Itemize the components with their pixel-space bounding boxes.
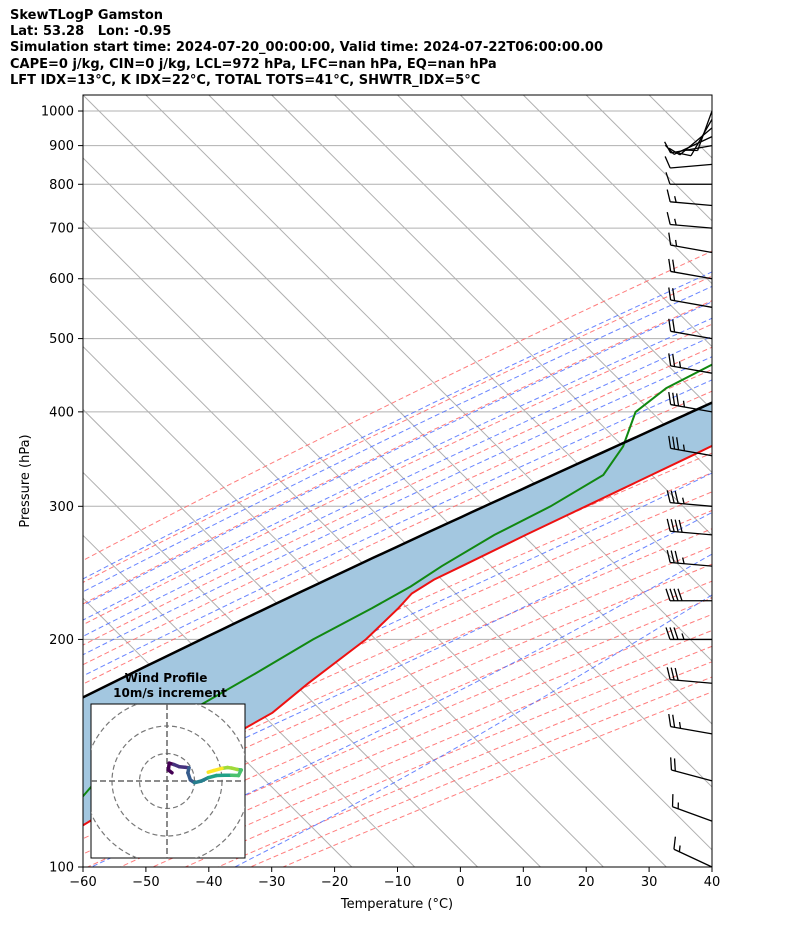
- isotherm-line: [334, 95, 712, 474]
- location-line: Lat: 53.28 Lon: -0.95: [10, 24, 172, 40]
- isotherm-line: [271, 95, 712, 537]
- dry-adiabat-line: [250, 676, 712, 867]
- y-tick-label: 400: [49, 405, 74, 420]
- moist-adiabat-line: [83, 271, 712, 580]
- isotherm-line: [83, 345, 604, 867]
- isotherm-line: [83, 408, 541, 867]
- isotherm-line: [83, 471, 478, 867]
- wind-barb: [666, 189, 713, 207]
- moist-adiabat-line: [83, 301, 712, 606]
- isotherm-line: [83, 534, 416, 867]
- x-tick-label: −40: [195, 875, 222, 890]
- y-tick-label: 1000: [41, 105, 74, 120]
- y-tick-label: 800: [49, 178, 74, 193]
- x-tick-label: −10: [384, 875, 411, 890]
- dry-adiabat-line: [83, 346, 712, 646]
- moist-adiabat-line: [83, 511, 712, 815]
- x-tick-label: −30: [258, 875, 285, 890]
- isotherm-line: [397, 95, 712, 411]
- cape-line: CAPE=0 j/kg, CIN=0 j/kg, LCL=972 hPa, LF…: [10, 56, 497, 72]
- wind-barb: [666, 518, 713, 536]
- indices-line: LFT IDX=13°C, K IDX=22°C, TOTAL TOTS=41°…: [10, 72, 481, 88]
- simulation-time-line: Simulation start time: 2024-07-20_00:00:…: [10, 40, 603, 56]
- wind-barb: [665, 172, 712, 185]
- y-axis-label: Pressure (hPa): [18, 434, 33, 527]
- isotherm-line: [83, 95, 712, 725]
- moist-adiabat-line: [83, 335, 712, 637]
- wind-barb: [668, 353, 713, 374]
- isotherm-line: [145, 95, 712, 662]
- wind-barb: [668, 287, 713, 308]
- y-tick-label: 500: [49, 332, 74, 347]
- dry-adiabat-line: [217, 661, 712, 867]
- x-tick-label: 0: [456, 875, 464, 890]
- hodograph: Wind Profile 10m/s increment: [90, 671, 246, 859]
- isotherm-line: [522, 95, 712, 285]
- y-tick-label: 900: [49, 139, 74, 154]
- axes: −60 −50 −40 −30 −20 −10 0 10 20 30 40 100 200 300 400 5…: [41, 105, 720, 890]
- wind-barb: [664, 156, 713, 169]
- dry-adiabat-line: [83, 275, 712, 584]
- dry-adiabat-line: [83, 250, 712, 561]
- wind-barb: [668, 318, 713, 340]
- wind-barb: [668, 232, 713, 254]
- wind-barb: [668, 713, 713, 735]
- hodograph-trace-segment: [206, 768, 216, 774]
- moist-adiabat-line: [83, 285, 712, 593]
- dry-adiabat-line: [120, 613, 712, 867]
- dry-adiabat-line: [83, 300, 712, 605]
- isotherm-line: [83, 157, 712, 788]
- wind-barb: [666, 212, 713, 229]
- y-tick-label: 200: [49, 633, 74, 648]
- moist-adiabat-line: [83, 472, 712, 769]
- dry-adiabat-line: [83, 563, 712, 840]
- wind-barb: [666, 490, 713, 507]
- wind-barbs: [664, 110, 713, 868]
- wind-barb: [666, 550, 713, 567]
- x-tick-label: 10: [515, 875, 532, 890]
- isotherm-line: [460, 95, 712, 348]
- wind-barb: [668, 258, 713, 280]
- y-tick-label: 700: [49, 222, 74, 237]
- parcel-line: [83, 401, 712, 699]
- dry-adiabat-line: [83, 323, 712, 626]
- wind-barb: [665, 627, 712, 641]
- wind-barb: [671, 794, 713, 822]
- isotherm-line: [711, 95, 712, 96]
- x-tick-label: −50: [132, 875, 159, 890]
- isotherm-line: [208, 95, 712, 599]
- dry-adiabat-line: [282, 691, 712, 867]
- wind-barb: [666, 667, 713, 684]
- y-tick-label: 100: [49, 861, 74, 876]
- wind-barb: [668, 391, 713, 413]
- isotherm-line: [83, 220, 712, 851]
- wind-barb: [673, 836, 713, 868]
- moist-adiabat-line: [83, 317, 712, 621]
- hodograph-title: Wind Profile: [125, 671, 208, 685]
- x-axis-label: Temperature (°C): [340, 897, 453, 912]
- wind-barb: [668, 435, 713, 457]
- isotherm-line: [648, 95, 712, 159]
- wind-barb: [664, 141, 713, 154]
- moist-adiabat-line: [91, 553, 712, 867]
- chart-title: SkewTLogP Gamston: [10, 8, 164, 23]
- y-tick-label: 600: [49, 272, 74, 287]
- wind-barb: [665, 588, 712, 602]
- wind-barb: [670, 757, 713, 782]
- moist-adiabat-line: [83, 356, 712, 656]
- moist-adiabat-line: [234, 594, 712, 867]
- chart-header: SkewTLogP Gamston Lat: 53.28 Lon: -0.95 …: [10, 8, 603, 89]
- x-tick-label: −20: [321, 875, 348, 890]
- hodograph-subtitle: 10m/s increment: [113, 686, 227, 700]
- y-tick-label: 300: [49, 500, 74, 515]
- isotherm-line: [83, 282, 667, 867]
- x-tick-label: 40: [704, 875, 721, 890]
- x-tick-label: −60: [69, 875, 96, 890]
- x-tick-label: 20: [578, 875, 595, 890]
- dry-adiabat-line: [83, 545, 712, 824]
- dry-adiabat-line: [152, 629, 712, 867]
- x-tick-label: 30: [641, 875, 658, 890]
